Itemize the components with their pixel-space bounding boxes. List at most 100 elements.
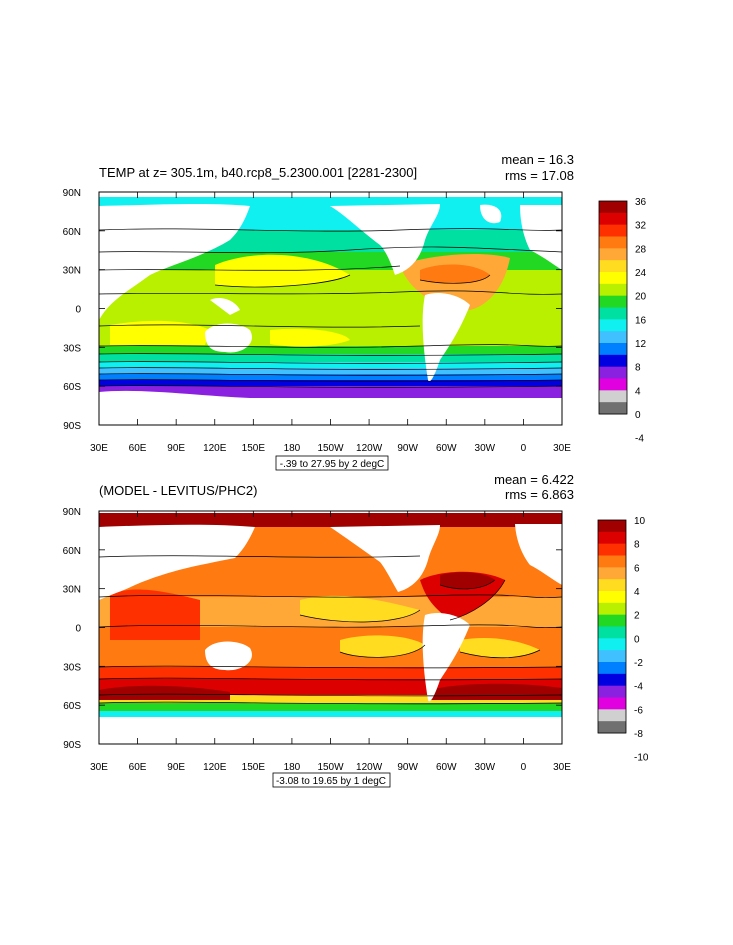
lon-tick-label: 150E [242, 443, 266, 454]
lon-tick-label: 0 [521, 443, 527, 454]
mean-label: mean = 6.422 [494, 472, 574, 487]
latitude-axis: 90N 60N 30N 0 30S 60S 90S [63, 507, 562, 751]
colorbar-swatch [598, 697, 626, 710]
colorbar-swatch [598, 685, 626, 698]
lon-tick-label: 120E [203, 762, 227, 773]
panel-title: TEMP at z= 305.1m, b40.rcp8_5.2300.001 [… [99, 165, 417, 180]
colorbar-label: -10 [634, 753, 649, 764]
lon-tick-label: 120W [356, 443, 383, 454]
lon-tick-label: 30E [553, 443, 571, 454]
colorbar-swatch [598, 579, 626, 592]
colorbar-swatch [599, 283, 627, 297]
lon-tick-label: 0 [521, 762, 527, 773]
colorbar: 10 8 6 4 2 0 -2 -4 -6 -8 -10 [597, 516, 649, 764]
colorbar-swatch [598, 520, 626, 533]
colorbar-swatch [599, 343, 627, 356]
colorbar-swatch [598, 638, 626, 651]
lon-tick-label: 60E [129, 762, 147, 773]
colorbar-label: 0 [634, 634, 640, 645]
colorbar-swatch [599, 366, 627, 379]
lat-tick-label: 0 [75, 305, 81, 316]
lat-tick-label: 60N [63, 227, 81, 238]
colorbar-swatch [599, 402, 627, 415]
colorbar-label: 2 [634, 611, 640, 622]
colorbar-label: 28 [635, 244, 647, 255]
colorbar-label: -4 [634, 682, 643, 693]
lat-tick-label: 30N [63, 585, 81, 596]
lon-tick-label: 30E [553, 762, 571, 773]
lon-tick-label: 90E [167, 443, 185, 454]
lat-tick-label: 60S [63, 382, 81, 393]
colorbar-label: 8 [634, 540, 640, 551]
latitude-axis: 90N 60N 30N 0 30S 60S 90S [63, 188, 562, 432]
lon-tick-label: 120E [203, 443, 227, 454]
lat-tick-label: 0 [75, 624, 81, 635]
colorbar-swatch [598, 602, 626, 616]
colorbar-swatch [599, 212, 627, 226]
lon-tick-label: 90W [397, 443, 418, 454]
colorbar-swatch [598, 531, 626, 545]
colorbar-label: -2 [634, 658, 643, 669]
lon-tick-label: 60W [436, 443, 457, 454]
contour-info-box: -3.08 to 19.65 by 1 degC [272, 772, 391, 788]
colorbar-label: 8 [635, 363, 641, 374]
colorbar-swatch [598, 709, 626, 722]
lon-tick-label: 150W [317, 762, 344, 773]
colorbar-swatch [598, 567, 626, 580]
lon-tick-label: 150E [242, 762, 266, 773]
colorbar-label: 10 [634, 516, 646, 527]
colorbar-swatch [599, 248, 627, 261]
colorbar-swatch [599, 236, 627, 249]
colorbar-swatch [598, 591, 626, 604]
colorbar-label: 36 [635, 197, 647, 208]
colorbar: 36 32 28 24 20 16 12 8 4 0 -4 [598, 197, 647, 445]
colorbar-label: -6 [634, 705, 643, 716]
lat-tick-label: 90N [63, 507, 81, 518]
map-field [98, 192, 563, 425]
lon-tick-label: 120W [356, 762, 383, 773]
lat-tick-label: 90S [63, 740, 81, 751]
panel-temperature: TEMP at z= 305.1m, b40.rcp8_5.2300.001 [… [63, 152, 647, 471]
colorbar-swatch [599, 390, 627, 403]
lon-tick-label: 180 [284, 443, 301, 454]
colorbar-swatch [598, 555, 626, 568]
lon-tick-label: 60W [436, 762, 457, 773]
colorbar-swatch [598, 543, 626, 556]
lon-tick-label: 30E [90, 443, 108, 454]
panel-title: (MODEL - LEVITUS/PHC2) [99, 483, 257, 498]
panel-difference: (MODEL - LEVITUS/PHC2) mean = 6.422 rms … [63, 472, 649, 788]
lon-tick-label: 150W [317, 443, 344, 454]
colorbar-swatch [599, 295, 627, 308]
colorbar-swatch [599, 307, 627, 320]
colorbar-swatch [599, 354, 627, 368]
colorbar-label: 24 [635, 268, 647, 279]
lon-tick-label: 30W [475, 762, 496, 773]
colorbar-swatch [598, 650, 626, 663]
lon-tick-label: 90W [397, 762, 418, 773]
colorbar-swatch [598, 662, 626, 675]
colorbar-label: 0 [635, 410, 641, 421]
colorbar-swatch [599, 331, 627, 344]
rms-label: rms = 6.863 [505, 487, 574, 502]
colorbar-label: -4 [635, 434, 644, 445]
mean-label: mean = 16.3 [501, 152, 574, 167]
contour-info-box: -.39 to 27.95 by 2 degC [275, 455, 389, 471]
colorbar-swatch [599, 201, 627, 214]
lon-tick-label: 180 [284, 762, 301, 773]
colorbar-label: 16 [635, 315, 647, 326]
lat-tick-label: 30S [63, 662, 81, 673]
colorbar-swatch [599, 224, 627, 237]
colorbar-label: 20 [635, 292, 647, 303]
colorbar-swatch [599, 319, 627, 332]
lat-tick-label: 90N [63, 188, 81, 199]
lon-tick-label: 30E [90, 762, 108, 773]
colorbar-label: 4 [635, 386, 641, 397]
lon-tick-label: 90E [167, 762, 185, 773]
colorbar-label: 6 [634, 563, 640, 574]
colorbar-label: -8 [634, 729, 643, 740]
lon-tick-label: 60E [129, 443, 147, 454]
longitude-axis: 30E 60E 90E 120E 150E 180 150W 120W 90W 60W 30W 0 30… [90, 192, 571, 454]
colorbar-swatch [598, 626, 626, 639]
colorbar-swatch [599, 272, 627, 285]
